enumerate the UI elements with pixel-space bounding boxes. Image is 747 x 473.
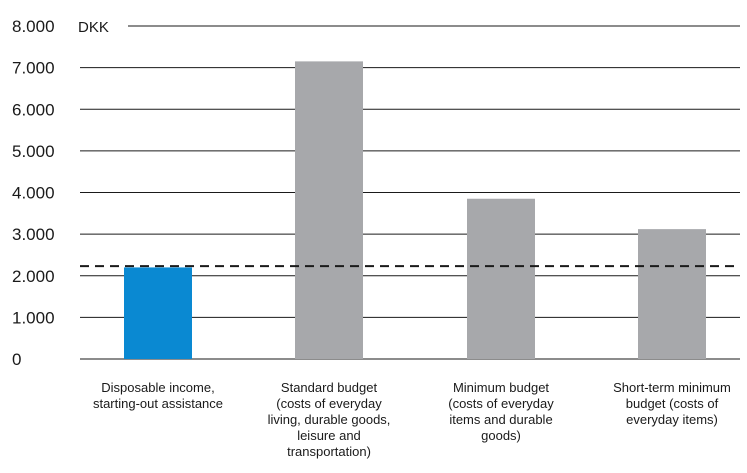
category-label: Minimum budget (costs of everyday items an…: [448, 380, 554, 443]
category-label-line: items and durable: [449, 412, 552, 427]
bars: [124, 61, 706, 359]
y-axis-tick-labels: 0 1.000 2.000 3.000 4.000 5.000 6.000 7.000 8.00…: [12, 17, 55, 369]
bar: [124, 267, 192, 359]
category-label-line: transportation): [287, 444, 371, 459]
category-label-line: Standard budget: [281, 380, 378, 395]
bar: [638, 229, 706, 359]
category-label-line: living, durable goods,: [268, 412, 391, 427]
bar: [295, 61, 363, 359]
y-tick-label: 2.000: [12, 267, 55, 286]
y-tick-label: 0: [12, 350, 21, 369]
y-tick-label: 1.000: [12, 308, 55, 327]
y-tick-label: 6.000: [12, 100, 55, 119]
category-label-line: leisure and: [297, 428, 361, 443]
category-label: Standard budget (costs of everyday living,…: [268, 380, 391, 459]
y-tick-label: 8.000: [12, 17, 55, 36]
category-label-line: Disposable income,: [101, 380, 214, 395]
y-tick-label: 3.000: [12, 225, 55, 244]
y-tick-label: 7.000: [12, 59, 55, 78]
category-labels: Disposable income, starting-out assistanc…: [93, 380, 731, 459]
category-label-line: Short-term minimum: [613, 380, 731, 395]
category-label: Short-term minimum budget (costs of everyd…: [613, 380, 731, 427]
category-label-line: Minimum budget: [453, 380, 549, 395]
category-label-line: budget (costs of: [626, 396, 719, 411]
y-tick-label: 5.000: [12, 142, 55, 161]
category-label-line: goods): [481, 428, 521, 443]
y-tick-label: 4.000: [12, 184, 55, 203]
category-label-line: (costs of everyday: [276, 396, 382, 411]
category-label-line: (costs of everyday: [448, 396, 554, 411]
y-axis-unit-label: DKK: [78, 19, 109, 36]
bar: [467, 198, 535, 359]
category-label-line: everyday items): [626, 412, 718, 427]
category-label: Disposable income, starting-out assistanc…: [93, 380, 223, 411]
category-label-line: starting-out assistance: [93, 396, 223, 411]
